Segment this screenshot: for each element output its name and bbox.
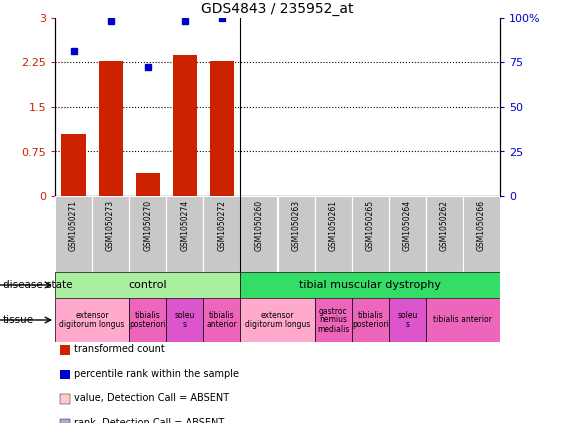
Bar: [203, 298, 240, 342]
Bar: [315, 298, 352, 342]
Bar: [61, 134, 86, 196]
Text: GSM1050261: GSM1050261: [329, 200, 338, 251]
Bar: [92, 196, 129, 272]
Bar: [55, 298, 129, 342]
Title: GDS4843 / 235952_at: GDS4843 / 235952_at: [201, 2, 354, 16]
Bar: [426, 298, 500, 342]
Text: GSM1050262: GSM1050262: [440, 200, 449, 251]
Bar: [240, 298, 315, 342]
Text: GSM1050270: GSM1050270: [143, 200, 152, 251]
Text: gastroc
nemius
medialis: gastroc nemius medialis: [317, 307, 349, 333]
Text: value, Detection Call = ABSENT: value, Detection Call = ABSENT: [74, 393, 229, 403]
Bar: [352, 298, 388, 342]
Text: transformed count: transformed count: [74, 344, 165, 354]
Text: tibialis
anterior: tibialis anterior: [207, 311, 237, 329]
Text: GSM1050266: GSM1050266: [477, 200, 486, 251]
Text: GSM1050274: GSM1050274: [180, 200, 189, 251]
Bar: [173, 55, 197, 196]
Text: tibialis
posteriori: tibialis posteriori: [129, 311, 166, 329]
Text: tibialis anterior: tibialis anterior: [434, 316, 493, 324]
Bar: [463, 196, 500, 272]
Text: GSM1050260: GSM1050260: [254, 200, 263, 251]
Bar: [129, 298, 166, 342]
Bar: [55, 196, 92, 272]
Text: percentile rank within the sample: percentile rank within the sample: [74, 368, 239, 379]
Text: extensor
digitorum longus: extensor digitorum longus: [245, 311, 310, 329]
Bar: [240, 272, 500, 298]
Text: soleu
s: soleu s: [397, 311, 418, 329]
Bar: [278, 196, 315, 272]
Bar: [136, 173, 160, 196]
Text: GSM1050273: GSM1050273: [106, 200, 115, 251]
Text: GSM1050264: GSM1050264: [403, 200, 412, 251]
Bar: [99, 61, 123, 196]
Bar: [315, 196, 352, 272]
Bar: [166, 298, 203, 342]
Text: control: control: [128, 280, 167, 290]
Text: GSM1050271: GSM1050271: [69, 200, 78, 251]
Text: tibial muscular dystrophy: tibial muscular dystrophy: [299, 280, 441, 290]
Text: disease state: disease state: [3, 280, 72, 290]
Bar: [240, 196, 278, 272]
Bar: [426, 196, 463, 272]
Text: extensor
digitorum longus: extensor digitorum longus: [59, 311, 125, 329]
Bar: [388, 196, 426, 272]
Text: rank, Detection Call = ABSENT: rank, Detection Call = ABSENT: [74, 418, 224, 423]
Bar: [129, 196, 166, 272]
Bar: [166, 196, 203, 272]
Bar: [203, 196, 240, 272]
Text: GSM1050265: GSM1050265: [366, 200, 375, 251]
Bar: [388, 298, 426, 342]
Text: tibialis
posteriori: tibialis posteriori: [352, 311, 388, 329]
Bar: [55, 272, 240, 298]
Bar: [352, 196, 388, 272]
Text: soleu
s: soleu s: [175, 311, 195, 329]
Bar: [210, 61, 234, 196]
Text: tissue: tissue: [3, 315, 34, 325]
Text: GSM1050272: GSM1050272: [217, 200, 226, 251]
Text: GSM1050263: GSM1050263: [292, 200, 301, 251]
